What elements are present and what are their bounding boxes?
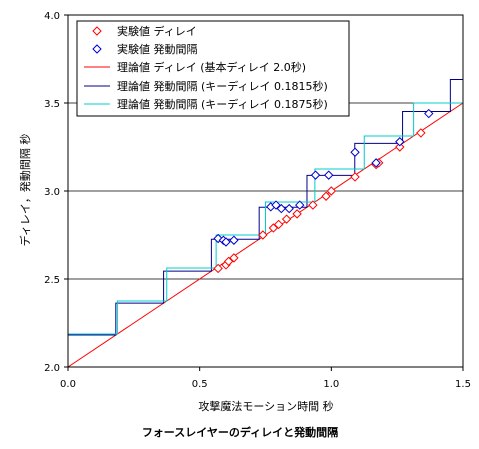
theory-interval-step-1875 bbox=[68, 102, 463, 335]
exp-interval-point bbox=[371, 158, 381, 168]
legend-label-theory-interval-1875: 理論値 発動間隔 (キーディレイ 0.1875秒) bbox=[117, 97, 328, 111]
y-tick-label: 3.5 bbox=[44, 99, 60, 110]
exp-interval-point bbox=[276, 203, 287, 214]
x-axis-title: 攻撃魔法モーション時間 秒 bbox=[198, 399, 333, 413]
legend-box bbox=[76, 20, 350, 117]
exp-interval-point bbox=[284, 203, 294, 214]
legend-symbol-marker bbox=[92, 26, 102, 36]
exp-delay-point bbox=[308, 200, 318, 210]
exp-delay-point bbox=[229, 253, 239, 263]
exp-interval-point bbox=[323, 170, 334, 180]
x-tick-label: 1.5 bbox=[455, 379, 471, 390]
legend-label-theory-interval-1815: 理論値 発動間隔 (キーディレイ 0.1815秒) bbox=[117, 79, 328, 93]
exp-delay-point bbox=[273, 219, 284, 230]
legend-label-theory-delay: 理論値 ディレイ (基本ディレイ 2.0秒) bbox=[117, 60, 306, 74]
exp-interval-point bbox=[295, 200, 305, 210]
legend: 実験値 ディレイ 実験値 発動間隔 理論値 ディレイ (基本ディレイ 2.0秒)… bbox=[76, 20, 350, 117]
exp-interval-point bbox=[424, 108, 434, 119]
exp-delay-point bbox=[350, 172, 360, 182]
exp-delay-point bbox=[258, 230, 268, 240]
exp-interval-point bbox=[310, 170, 321, 180]
chart-caption: フォースレイヤーのディレイと発動間隔 bbox=[142, 425, 338, 439]
series-layer bbox=[67, 79, 464, 368]
x-tick-label: 0.0 bbox=[60, 379, 76, 390]
tick-labels: 2.0 2.5 3.0 3.5 4.0 0.0 0.5 1.0 1.5 bbox=[44, 11, 471, 390]
legend-symbol-marker bbox=[92, 44, 102, 54]
exp-interval-point bbox=[221, 237, 231, 247]
exp-interval-point bbox=[271, 200, 281, 210]
exp-interval-point bbox=[395, 137, 405, 147]
exp-delay-point bbox=[292, 209, 302, 219]
y-axis-title: ディレイ，発動間隔 秒 bbox=[18, 134, 32, 247]
exp-delay-point bbox=[268, 223, 279, 233]
y-tick-label: 2.0 bbox=[44, 363, 60, 374]
legend-label-exp-interval: 実験値 発動間隔 bbox=[117, 42, 198, 56]
exp-delay-point bbox=[395, 142, 405, 152]
legend-label-exp-delay: 実験値 ディレイ bbox=[117, 24, 197, 38]
exp-delay-point bbox=[281, 214, 292, 224]
exp-delay-point bbox=[321, 191, 331, 201]
y-tick-label: 3.0 bbox=[44, 187, 60, 198]
exp-delay-point bbox=[213, 263, 223, 274]
exp-delay-point bbox=[416, 128, 426, 138]
exp-interval-point bbox=[229, 235, 239, 245]
exp-interval-point bbox=[350, 147, 360, 157]
y-tick-label: 4.0 bbox=[44, 11, 60, 22]
exp-delay-point bbox=[326, 186, 337, 196]
exp-delay-point bbox=[223, 256, 234, 267]
y-tick-label: 2.5 bbox=[44, 275, 60, 286]
x-tick-label: 0.5 bbox=[192, 379, 208, 390]
x-tick-label: 1.0 bbox=[323, 379, 339, 390]
